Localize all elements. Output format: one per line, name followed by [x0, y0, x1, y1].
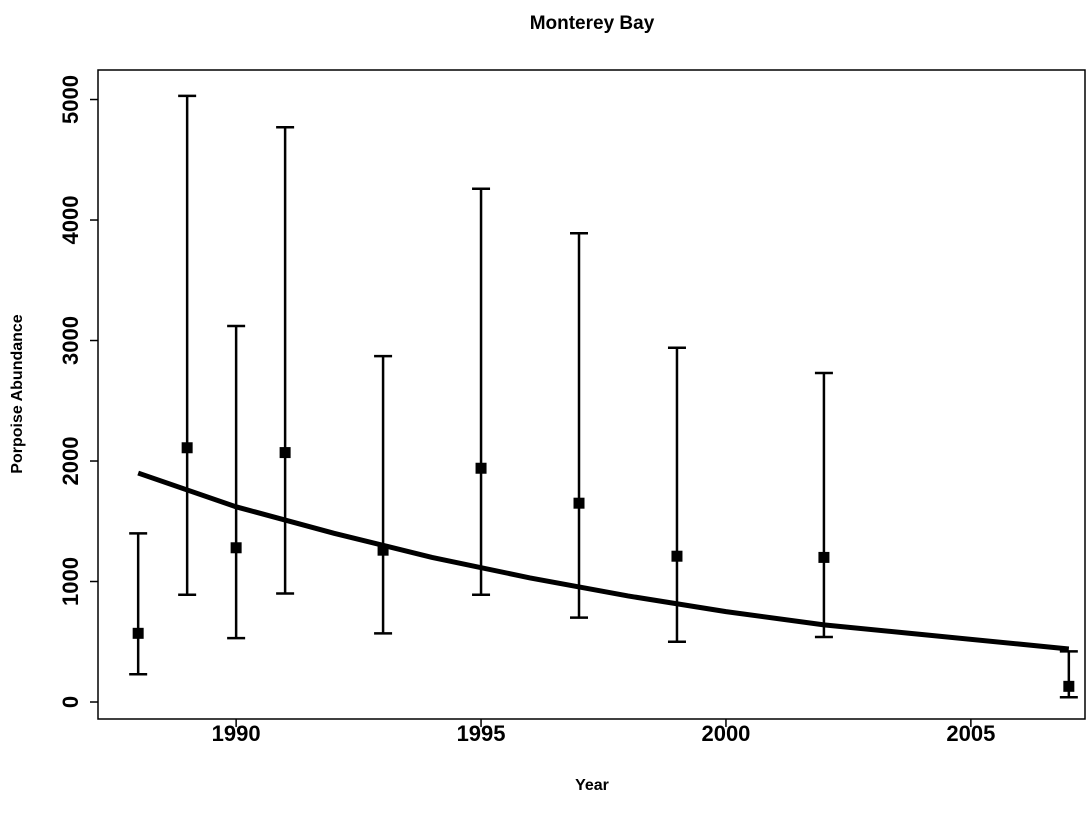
plot-frame: [97, 69, 1086, 720]
y-axis-label: Porpoise Abundance: [9, 314, 26, 474]
point: [181, 442, 193, 454]
x-axis-label: Year: [575, 777, 609, 794]
point: [132, 627, 144, 639]
point: [279, 447, 291, 459]
y-tick-label: 3000: [58, 316, 83, 365]
x-tick-label: 2005: [946, 721, 995, 746]
point: [1063, 680, 1075, 692]
fit-curve: [137, 470, 1070, 652]
point: [573, 497, 585, 509]
y-tick-label: 2000: [58, 437, 83, 486]
y-tick-label: 5000: [58, 75, 83, 124]
y-tick-label: 0: [58, 696, 83, 708]
point: [230, 542, 242, 554]
x-tick-label: 2000: [701, 721, 750, 746]
y-tick-label: 4000: [58, 196, 83, 245]
y-tick-label: 1000: [58, 557, 83, 606]
x-tick-label: 1995: [457, 721, 506, 746]
point: [671, 550, 683, 562]
chart-title: Monterey Bay: [530, 13, 655, 34]
x-tick-label: 1990: [212, 721, 261, 746]
point: [377, 544, 389, 556]
point: [818, 551, 830, 563]
point: [475, 462, 487, 474]
